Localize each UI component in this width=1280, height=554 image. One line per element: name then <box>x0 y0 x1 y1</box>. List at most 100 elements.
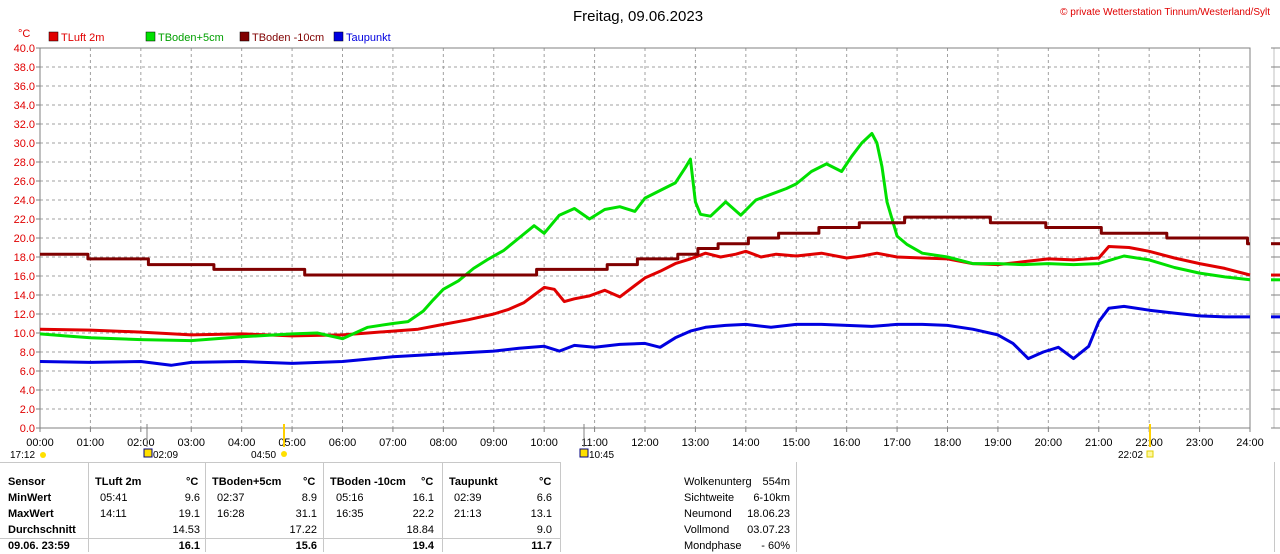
y-tick-label: 4.0 <box>20 385 35 397</box>
y-tick-label: 0.0 <box>20 423 35 435</box>
info-label: Mondphase <box>684 540 742 552</box>
y-tick-label: 26.0 <box>14 176 35 188</box>
right-current-marker <box>1271 278 1280 282</box>
moonset-time: 17:12 <box>10 450 35 461</box>
moonrise-time: 02:09 <box>153 450 178 461</box>
x-tick-label: 11:00 <box>581 437 608 449</box>
col-sep-2 <box>205 462 206 552</box>
cell-value: 11.7 <box>531 540 552 552</box>
sunset-time: 22:02 <box>1118 450 1143 461</box>
x-tick-label: 20:00 <box>1035 437 1063 449</box>
header-tluft: TLuft 2m <box>95 476 142 488</box>
col-sep-4 <box>442 462 443 552</box>
x-tick-label: 08:00 <box>430 437 458 449</box>
y-tick-label: 18.0 <box>14 252 35 264</box>
row-label: Durchschnitt <box>8 524 76 536</box>
header-unit-2: °C <box>303 476 316 488</box>
series-line-4 <box>39 304 1250 367</box>
header-unit-3: °C <box>421 476 434 488</box>
y-axis: 0.0 2.0 4.0 6.0 8.0 10.0 12.0 14.0 16.0 18.0 20.0 2… <box>14 43 40 435</box>
info-value: 554m <box>762 476 790 488</box>
row-label: 09.06. 23:59 <box>8 540 70 552</box>
y-tick-label: 22.0 <box>14 214 35 226</box>
moonrise-icon <box>143 448 153 458</box>
moon-transit-time: 10:45 <box>589 450 614 461</box>
x-tick-label: 24:00 <box>1236 437 1264 449</box>
info-value: 6-10km <box>753 492 790 504</box>
header-taupunkt: Taupunkt <box>449 476 498 488</box>
y-tick-label: 38.0 <box>14 62 35 74</box>
right-edge <box>1274 462 1275 552</box>
sunrise-time: 04:50 <box>251 450 276 461</box>
y-tick-label: 40.0 <box>14 43 35 55</box>
x-tick-label: 13:00 <box>682 437 710 449</box>
legend-label: Taupunkt <box>346 32 391 44</box>
statistics-panel: Sensor TLuft 2m °C TBoden+5cm °C TBoden … <box>0 462 1280 552</box>
cell-time: 14:11 <box>100 508 127 520</box>
y-tick-label: 36.0 <box>14 81 35 93</box>
legend-swatch <box>145 31 156 42</box>
x-tick-label: 23:00 <box>1186 437 1214 449</box>
series-line-2 <box>39 132 1251 343</box>
x-tick-label: 21:00 <box>1085 437 1113 449</box>
y-tick-label: 6.0 <box>20 366 35 378</box>
x-tick-label: 19:00 <box>984 437 1012 449</box>
info-value: 03.07.23 <box>747 524 790 536</box>
x-tick-label: 07:00 <box>379 437 407 449</box>
cell-time: 16:35 <box>336 508 364 520</box>
cell-value: 16.1 <box>412 492 434 504</box>
x-tick-label: 03:00 <box>177 437 205 449</box>
x-tick-label: 14:00 <box>732 437 760 449</box>
moon-transit-icon <box>579 448 589 458</box>
y-tick-label: 8.0 <box>20 347 35 359</box>
right-current-marker <box>1271 273 1280 277</box>
right-edge-markers <box>1271 47 1280 429</box>
x-axis: 00:00 01:00 02:00 03:00 04:00 05:00 06:00 07:00… <box>26 428 1264 449</box>
info-label: Wolkenunterg <box>684 476 752 488</box>
legend: TLuft 2m TBoden+5cm TBoden -10cm Taupunkt <box>48 31 391 44</box>
x-tick-label: 06:00 <box>329 437 357 449</box>
header-sensor: Sensor <box>8 476 46 488</box>
x-tick-label: 05:00 <box>278 437 306 449</box>
sunrise-icon <box>281 451 287 457</box>
cell-time: 05:41 <box>100 492 128 504</box>
cell-value: 13.1 <box>530 508 552 520</box>
legend-label: TBoden -10cm <box>252 32 324 44</box>
row-label: MinWert <box>8 492 52 504</box>
cell-value: 9.6 <box>184 492 200 504</box>
legend-label: TLuft 2m <box>61 32 104 44</box>
x-tick-label: 01:00 <box>77 437 105 449</box>
x-tick-label: 10:00 <box>530 437 558 449</box>
cell-value: 16.1 <box>178 540 200 552</box>
x-tick-label: 02:00 <box>127 437 155 449</box>
y-tick-label: 24.0 <box>14 195 35 207</box>
col-sep-5 <box>560 462 561 552</box>
x-tick-label: 12:00 <box>631 437 659 449</box>
cell-value: 9.0 <box>536 524 552 536</box>
cell-time: 02:37 <box>217 492 245 504</box>
x-tick-label: 16:00 <box>833 437 861 449</box>
info-label: Neumond <box>684 508 732 520</box>
chart-title: Freitag, 09.06.2023 <box>573 8 703 25</box>
cell-value: 6.6 <box>536 492 552 504</box>
cell-time: 16:28 <box>217 508 245 520</box>
series-group <box>39 132 1251 367</box>
moon-icon <box>40 452 46 458</box>
cell-value: 17.22 <box>289 524 317 536</box>
col-sep-3 <box>323 462 324 552</box>
row-separator <box>0 538 560 539</box>
cell-time: 05:16 <box>336 492 364 504</box>
col-sep-1 <box>88 462 89 552</box>
legend-swatch <box>333 31 344 42</box>
legend-swatch <box>48 31 59 42</box>
series-line-3 <box>40 215 1250 277</box>
legend-swatch <box>239 31 250 42</box>
y-unit-label: °C <box>18 28 30 40</box>
cell-value: 14.53 <box>172 524 200 536</box>
header-tboden5: TBoden+5cm <box>212 476 282 488</box>
table-top-line <box>0 462 560 463</box>
header-unit-4: °C <box>539 476 552 488</box>
sunset-icon <box>1146 450 1154 458</box>
info-label: Vollmond <box>684 524 730 536</box>
info-value: 18.06.23 <box>747 508 790 520</box>
